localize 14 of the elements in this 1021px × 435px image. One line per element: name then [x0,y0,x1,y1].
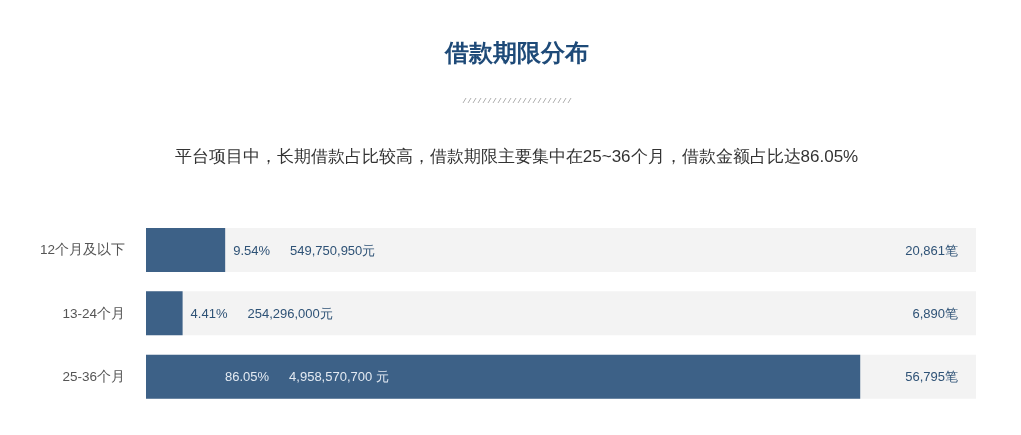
chart-title: 借款期限分布 [443,38,590,68]
annotation: 254,296,000元 [247,305,333,321]
y-tick-label: 12个月及以下 [39,242,125,258]
annotation: 20,861笔 [905,242,958,258]
data-label: 4.41% [190,305,228,321]
chart-subtitle: 平台项目中，长期借款占比较高，借款期限主要集中在25~36个月，借款金额占比达86.05% [173,146,860,168]
y-tick-label: 13-24个月 [62,305,125,321]
data-label: 86.05% [225,369,270,385]
y-tick-label: 25-36个月 [62,369,125,385]
data-label: 9.54% [233,242,271,258]
annotation: 4,958,570,700 元 [289,369,389,385]
annotation: 56,795笔 [905,369,958,385]
annotation: 6,890笔 [912,305,958,321]
annotation: 549,750,950元 [290,242,376,258]
